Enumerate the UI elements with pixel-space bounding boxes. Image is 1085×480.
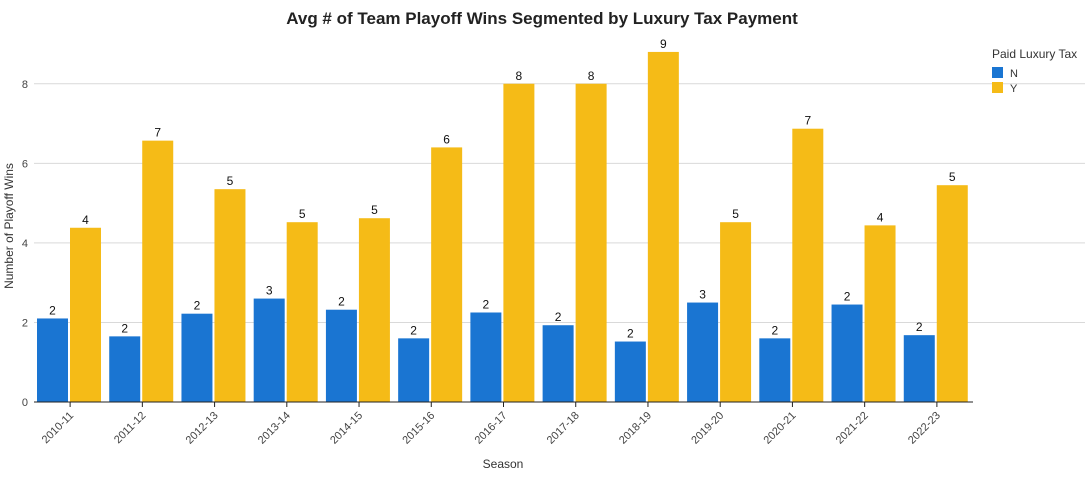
bar-n-2022-23 [903, 335, 935, 402]
bar-n-2015-16 [398, 338, 430, 402]
bar-y-2021-22 [864, 225, 896, 402]
data-label: 3 [266, 284, 273, 298]
bar-y-2022-23 [936, 185, 968, 402]
bar-y-2013-14 [286, 222, 318, 402]
data-label: 5 [949, 170, 956, 184]
bar-n-2017-18 [542, 325, 574, 402]
bar-y-2012-13 [214, 189, 246, 402]
x-tick-label: 2021-22 [834, 410, 871, 447]
bar-y-2016-17 [503, 83, 535, 402]
legend-label-n: N [1010, 68, 1018, 80]
y-tick-label: 6 [22, 158, 28, 170]
y-axis-ticks: 0 2 4 6 8 [22, 79, 28, 409]
data-label: 5 [371, 203, 378, 217]
x-tick-label: 2012-13 [184, 410, 221, 447]
bar-y-2017-18 [575, 83, 607, 402]
bar-y-2010-11 [70, 227, 101, 402]
data-label: 2 [844, 290, 851, 304]
y-tick-label: 8 [22, 79, 28, 91]
legend-label-y: Y [1010, 83, 1018, 95]
x-tick-label: 2010-11 [40, 410, 76, 446]
data-label: 8 [588, 69, 595, 83]
x-tick-label: 2019-20 [689, 410, 726, 447]
data-label: 8 [516, 69, 523, 83]
bar-n-2016-17 [470, 312, 502, 402]
bar-n-2011-12 [109, 336, 141, 402]
bar-n-2013-14 [253, 298, 285, 402]
bar-n-2014-15 [325, 309, 357, 402]
legend-swatch-n [992, 67, 1003, 78]
data-label: 9 [660, 37, 667, 51]
bars [37, 51, 968, 402]
data-label: 2 [916, 320, 923, 334]
x-tick-label: 2022-23 [906, 410, 943, 447]
data-label: 2 [627, 327, 634, 341]
x-tick-label: 2013-14 [256, 410, 293, 447]
x-tick-label: 2015-16 [400, 410, 437, 447]
bar-n-2012-13 [181, 313, 213, 402]
grid-lines [34, 83, 1085, 323]
legend-title: Paid Luxury Tax [992, 47, 1077, 61]
y-tick-label: 2 [22, 317, 28, 329]
x-axis-ticks: 2010-11 2011-12 2012-13 2013-14 2014-15 2015-… [40, 402, 943, 447]
legend-swatch-y [992, 82, 1003, 93]
data-label: 2 [338, 295, 345, 309]
x-tick-label: 2016-17 [473, 410, 510, 447]
bar-n-2020-21 [759, 338, 791, 402]
y-tick-label: 0 [22, 397, 28, 409]
x-tick-label: 2018-19 [617, 410, 654, 447]
bar-y-2018-19 [647, 51, 679, 402]
data-label: 5 [299, 207, 306, 221]
x-tick-label: 2014-15 [328, 410, 365, 447]
y-tick-label: 4 [22, 238, 28, 250]
bar-y-2020-21 [792, 128, 824, 402]
bar-y-2014-15 [358, 218, 390, 402]
data-label: 5 [227, 174, 234, 188]
chart-title: Avg # of Team Playoff Wins Segmented by … [286, 9, 798, 28]
data-label: 7 [804, 114, 811, 128]
bar-y-2019-20 [720, 222, 752, 402]
y-axis-label: Number of Playoff Wins [2, 163, 16, 289]
data-label: 6 [443, 132, 450, 146]
data-label: 2 [410, 323, 417, 337]
bar-n-2019-20 [687, 302, 719, 402]
data-label: 2 [771, 323, 778, 337]
x-tick-label: 2020-21 [762, 410, 799, 447]
bar-y-2011-12 [142, 140, 174, 402]
data-label: 2 [555, 310, 562, 324]
data-labels: 2 4 2 7 2 5 3 5 2 5 2 6 2 8 2 8 2 9 3 5 2 7 2 4 2 5 [49, 37, 956, 341]
legend: Paid Luxury Tax NY [992, 47, 1077, 95]
data-label: 2 [194, 299, 201, 313]
x-tick-label: 2011-12 [112, 410, 148, 446]
bar-n-2010-11 [37, 318, 68, 402]
bar-n-2018-19 [614, 341, 646, 402]
data-label: 2 [121, 321, 128, 335]
data-label: 3 [699, 288, 706, 302]
data-label: 2 [483, 297, 490, 311]
data-label: 2 [49, 303, 56, 317]
data-label: 5 [732, 207, 739, 221]
x-tick-label: 2017-18 [545, 410, 582, 447]
data-label: 4 [877, 210, 884, 224]
data-label: 7 [154, 126, 161, 140]
data-label: 4 [82, 213, 89, 227]
bar-y-2015-16 [431, 147, 463, 402]
x-axis-label: Season [483, 457, 524, 471]
bar-n-2021-22 [831, 304, 863, 402]
